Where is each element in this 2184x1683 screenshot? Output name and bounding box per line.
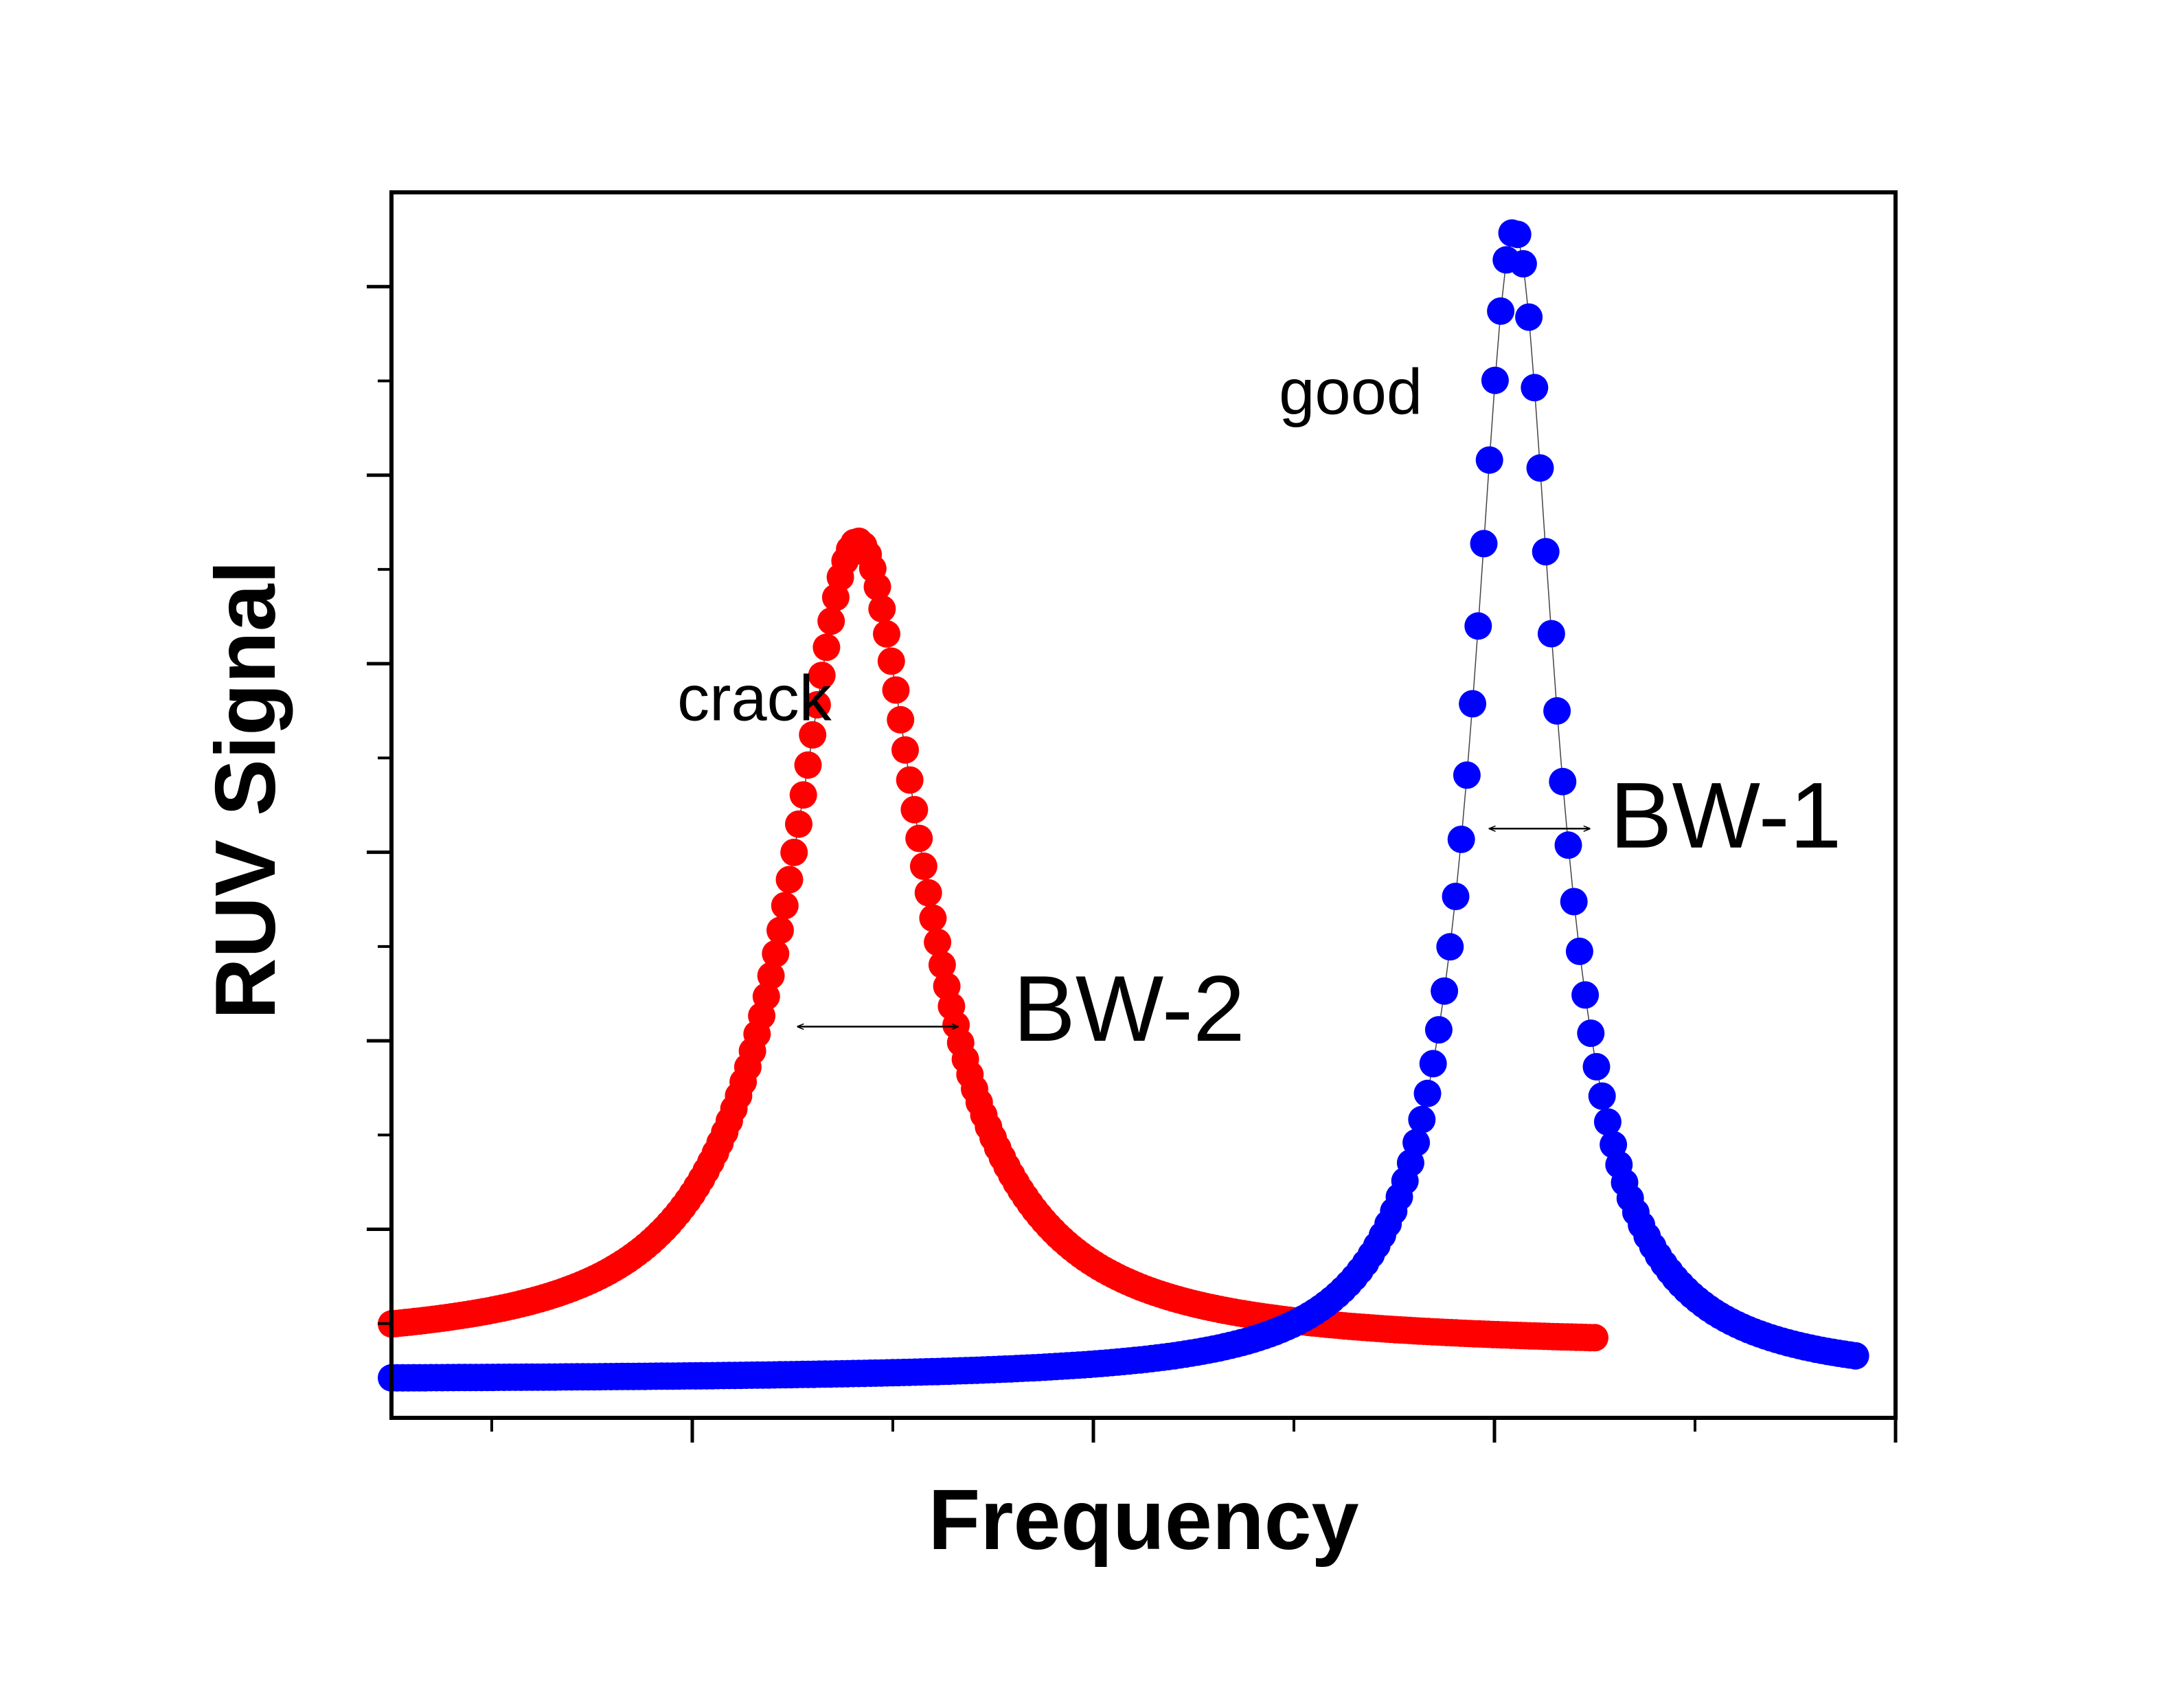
bandwidth-arrows (797, 828, 1589, 1026)
series-2-point (1419, 1050, 1447, 1078)
annotation-label: BW-1 (1610, 763, 1842, 868)
series-2-point (1431, 977, 1459, 1005)
series-2-point (1402, 1129, 1431, 1157)
series-1-point (812, 633, 841, 662)
series-1-point (766, 916, 794, 945)
series-2-point (1470, 530, 1498, 558)
x-axis-title: Frequency (928, 1473, 1358, 1568)
series-1-point (891, 736, 919, 764)
series-1-point (752, 982, 780, 1010)
series-1-point (799, 721, 827, 749)
series-1-point (928, 951, 956, 979)
series-2-point (1549, 767, 1577, 795)
series-2-point (1582, 1052, 1611, 1081)
series-2-point (1577, 1019, 1605, 1048)
series-1-point (882, 676, 910, 704)
series-1-point (780, 838, 808, 866)
series-1-point (775, 866, 804, 894)
series-1-point (817, 607, 845, 635)
series-1-point (808, 662, 836, 690)
series-1-point (863, 573, 891, 601)
series-2-point (1543, 697, 1571, 725)
series-1-point (1581, 1324, 1608, 1352)
series-2-point (1560, 888, 1588, 916)
series-2-point (1487, 297, 1515, 325)
series-2-point (1554, 831, 1582, 859)
series-2-point (1532, 538, 1560, 566)
series-1-point (877, 647, 905, 675)
series-1-point (887, 705, 915, 734)
series-1-point (900, 795, 929, 824)
series-2-point (1515, 303, 1543, 331)
series-2 (378, 219, 1869, 1392)
plot-frame (389, 190, 1898, 1420)
series-1-point (868, 595, 896, 623)
axis-ticks (367, 284, 1898, 1443)
annotation-label: crack (677, 662, 832, 734)
series-2-point (1521, 374, 1549, 402)
annotations: crack good BW-2 BW-1 (677, 355, 1841, 1061)
series-2-point (1565, 937, 1593, 965)
series-2-point (1481, 366, 1509, 394)
series-2-point (1424, 1016, 1453, 1044)
series-2-point (1413, 1079, 1442, 1107)
series-1-point (785, 810, 812, 838)
series-2-point (1841, 1342, 1869, 1370)
series-2-point (1593, 1108, 1622, 1136)
series-2-point (1571, 981, 1600, 1009)
series-2-point (1459, 690, 1487, 718)
series-1-point (873, 620, 900, 648)
series-1-point (762, 940, 790, 968)
annotation-label: good (1279, 355, 1422, 427)
series-1-point (789, 781, 817, 809)
series-2-point (1436, 933, 1464, 961)
series-2-point (1509, 250, 1537, 278)
series-2-point (1442, 883, 1470, 910)
series-1-point (914, 879, 942, 907)
series-1-point (757, 962, 785, 990)
series-1-point (909, 852, 937, 880)
series-1-point (905, 824, 933, 852)
series-2-point (1537, 620, 1565, 648)
series-2-point (1408, 1105, 1436, 1133)
series-1 (378, 528, 1608, 1352)
series-2-point (1526, 454, 1554, 482)
series-2-point (1503, 221, 1532, 249)
series-1-point (919, 904, 947, 932)
y-axis-title: RUV Signal (198, 561, 293, 1019)
series-2-point (1475, 446, 1503, 474)
series-2-point (1464, 612, 1492, 640)
series-1-point (924, 928, 952, 956)
series-layer (378, 219, 1869, 1392)
series-2-point (1453, 761, 1481, 789)
series-2-point (1447, 825, 1475, 853)
series-2-point (1588, 1082, 1616, 1110)
series-1-point (771, 892, 799, 920)
series-1-line (391, 541, 1595, 1339)
series-1-point (896, 766, 924, 794)
series-1-point (794, 751, 822, 779)
series-1-point (803, 691, 831, 719)
annotation-label: BW-2 (1013, 956, 1245, 1061)
